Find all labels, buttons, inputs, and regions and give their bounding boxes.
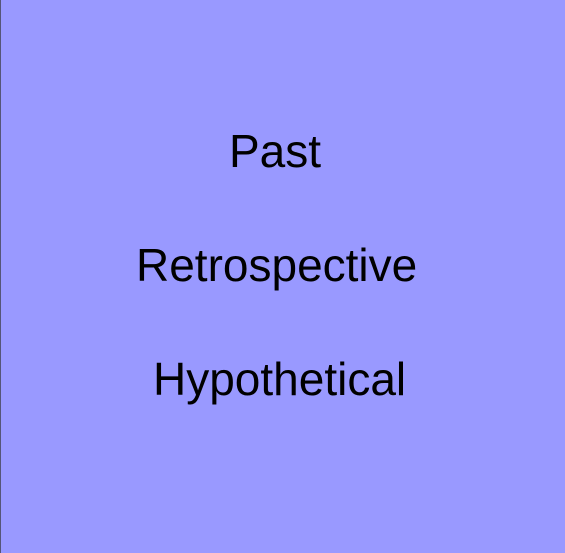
term-hypothetical: Hypothetical [153, 353, 407, 405]
term-past: Past [229, 125, 322, 177]
term-retrospective: Retrospective [136, 239, 418, 291]
